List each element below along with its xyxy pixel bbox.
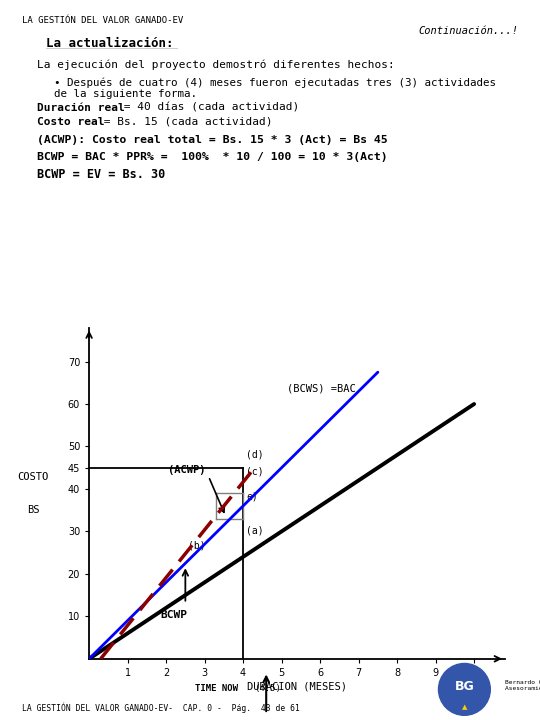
Text: La ejecución del proyecto demostró diferentes hechos:: La ejecución del proyecto demostró difer…	[37, 60, 394, 71]
Text: (c): (c)	[246, 466, 264, 476]
Text: (ACWP): (ACWP)	[168, 465, 206, 474]
Text: = 40 días (cada actividad): = 40 días (cada actividad)	[117, 103, 299, 113]
Text: LA GESTIÓN DEL VALOR GANADO-EV-  CAP. 0 -  Pág.  43 de 61: LA GESTIÓN DEL VALOR GANADO-EV- CAP. 0 -…	[22, 702, 300, 713]
Text: (d): (d)	[246, 449, 264, 459]
Text: de la siguiente forma.: de la siguiente forma.	[54, 89, 197, 99]
Text: • Después de cuatro (4) meses fueron ejecutadas tres (3) actividades: • Después de cuatro (4) meses fueron eje…	[54, 77, 496, 88]
Text: Continuación...!: Continuación...!	[418, 26, 518, 36]
Text: La actualización:: La actualización:	[46, 37, 173, 50]
Text: (ACWP): Costo real total = Bs. 15 * 3 (Act) = Bs 45: (ACWP): Costo real total = Bs. 15 * 3 (A…	[37, 135, 387, 145]
Text: COSTO: COSTO	[17, 472, 49, 482]
Text: BG: BG	[455, 680, 474, 693]
Text: (a): (a)	[246, 526, 264, 536]
Text: e): e)	[246, 492, 258, 502]
Text: TIME NOW: TIME NOW	[195, 684, 238, 693]
Text: (b): (b)	[188, 541, 206, 550]
Text: (BCWS) =BAC: (BCWS) =BAC	[287, 383, 356, 393]
Text: = Bs. 15 (cada actividad): = Bs. 15 (cada actividad)	[97, 117, 273, 127]
Text: Duración real: Duración real	[37, 103, 124, 113]
Text: BCWP: BCWP	[160, 611, 187, 621]
Text: Bernardo García
Asesoramiento & Asesoría: Bernardo García Asesoramiento & Asesoría	[505, 680, 540, 691]
Text: ▲: ▲	[462, 703, 467, 710]
Circle shape	[438, 664, 490, 716]
Text: BCWP = BAC * PPR% =  100%  * 10 / 100 = 10 * 3(Act): BCWP = BAC * PPR% = 100% * 10 / 100 = 10…	[37, 152, 387, 162]
X-axis label: DURACION (MESES): DURACION (MESES)	[247, 682, 347, 692]
Text: BS: BS	[26, 505, 39, 515]
Text: LA GESTIÓN DEL VALOR GANADO-EV: LA GESTIÓN DEL VALOR GANADO-EV	[22, 16, 183, 24]
Text: Costo real: Costo real	[37, 117, 104, 127]
Text: (4.5): (4.5)	[254, 684, 281, 693]
Text: BCWP = EV = Bs. 30: BCWP = EV = Bs. 30	[37, 168, 165, 181]
